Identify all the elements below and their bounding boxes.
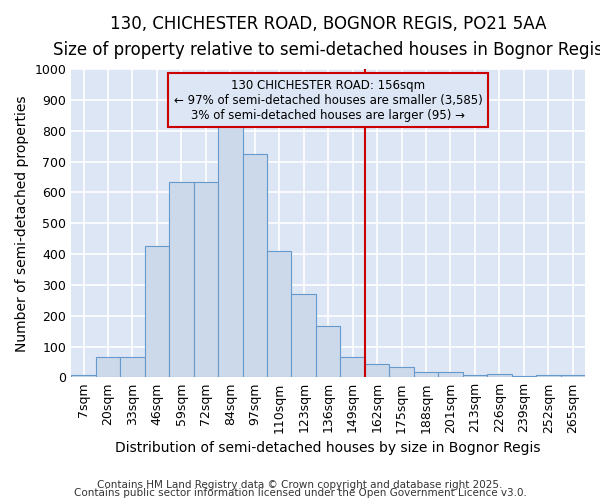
Bar — [438, 372, 463, 378]
Bar — [463, 375, 487, 378]
Bar — [169, 182, 194, 378]
Bar — [218, 126, 242, 378]
X-axis label: Distribution of semi-detached houses by size in Bognor Regis: Distribution of semi-detached houses by … — [115, 441, 541, 455]
Y-axis label: Number of semi-detached properties: Number of semi-detached properties — [15, 95, 29, 351]
Bar — [96, 358, 120, 378]
Bar — [71, 375, 96, 378]
Bar — [242, 154, 267, 378]
Bar — [145, 246, 169, 378]
Bar — [267, 251, 292, 378]
Bar — [560, 375, 585, 378]
Text: 130 CHICHESTER ROAD: 156sqm
← 97% of semi-detached houses are smaller (3,585)
3%: 130 CHICHESTER ROAD: 156sqm ← 97% of sem… — [174, 78, 482, 122]
Bar — [536, 375, 560, 378]
Bar — [340, 358, 365, 378]
Bar — [194, 182, 218, 378]
Title: 130, CHICHESTER ROAD, BOGNOR REGIS, PO21 5AA
Size of property relative to semi-d: 130, CHICHESTER ROAD, BOGNOR REGIS, PO21… — [53, 15, 600, 60]
Text: Contains public sector information licensed under the Open Government Licence v3: Contains public sector information licen… — [74, 488, 526, 498]
Bar — [487, 374, 512, 378]
Bar — [512, 376, 536, 378]
Bar — [120, 358, 145, 378]
Bar — [316, 326, 340, 378]
Bar — [292, 294, 316, 378]
Bar — [389, 368, 414, 378]
Bar — [414, 372, 438, 378]
Bar — [365, 364, 389, 378]
Text: Contains HM Land Registry data © Crown copyright and database right 2025.: Contains HM Land Registry data © Crown c… — [97, 480, 503, 490]
